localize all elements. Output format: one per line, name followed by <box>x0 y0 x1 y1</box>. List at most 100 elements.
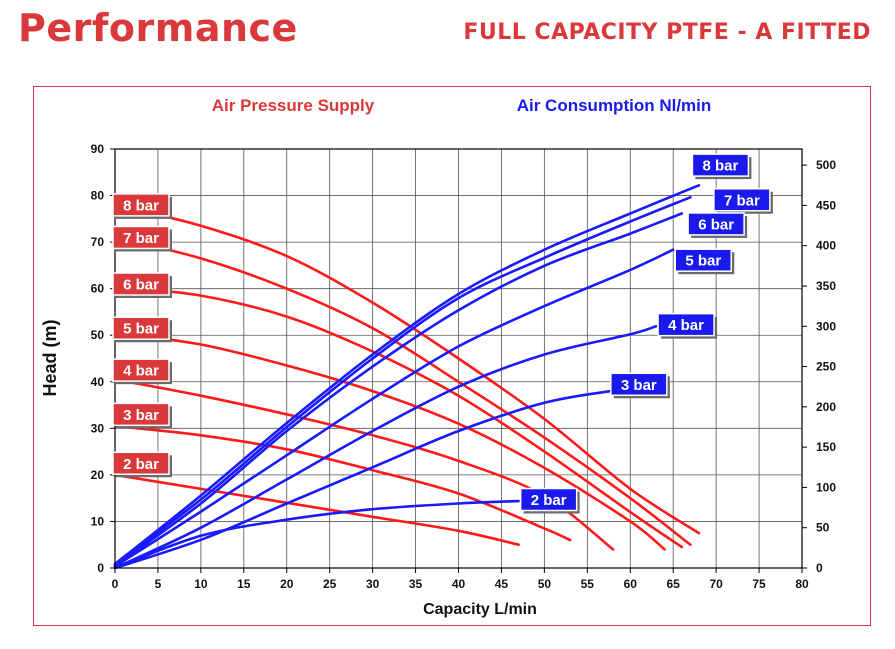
badge-box <box>610 372 668 397</box>
head-curve-5-bar <box>113 331 666 551</box>
head-label-6-bar: 6 bar <box>112 272 172 299</box>
head-label-8-bar: 8 bar <box>112 193 172 219</box>
badge-label: 6 bar <box>123 277 159 294</box>
x-tick-label: 75 <box>752 577 766 591</box>
x-tick-label: 80 <box>795 577 809 591</box>
air-curve-2-bar <box>113 499 520 570</box>
y-tick-label: 20 <box>91 468 105 482</box>
x-tick-label: 35 <box>409 577 423 591</box>
air-consumption-curves <box>113 184 701 570</box>
head-curve-2-bar <box>113 473 520 546</box>
air-curve-6-bar <box>113 212 684 567</box>
air-curve-4-bar <box>113 325 658 570</box>
badge-box <box>687 212 745 236</box>
badge-box <box>691 153 750 177</box>
chart-axes: 0 5 10 15 20 25 30 35 40 45 50 55 60 65 70 75 80 0 10 20 30 4… <box>91 142 837 591</box>
chart-frame <box>33 86 871 626</box>
badge-box <box>713 188 771 212</box>
y2-tick-label: 200 <box>816 400 836 414</box>
head-label-4-bar: 4 bar <box>112 358 172 385</box>
head-label-2-bar: 2 bar <box>112 451 172 478</box>
badge-box <box>112 193 170 217</box>
x-tick-label: 55 <box>581 577 595 591</box>
head-label-3-bar: 3 bar <box>112 402 172 429</box>
badge-label: 8 bar <box>702 158 738 175</box>
head-curve-3-bar <box>113 424 572 542</box>
y-tick-label: 70 <box>91 235 105 249</box>
x-tick-label: 50 <box>538 577 552 591</box>
y-tick-label: 50 <box>91 328 105 342</box>
page-subtitle: FULL CAPACITY PTFE - A FITTED <box>463 20 871 45</box>
badge-box <box>112 358 170 382</box>
y2-tick-label: 150 <box>816 440 836 454</box>
badge-label: 5 bar <box>685 253 721 270</box>
air-label-5-bar: 5 bar <box>674 248 735 275</box>
air-label-8-bar: 8 bar <box>691 153 752 180</box>
head-label-5-bar: 5 bar <box>112 316 172 343</box>
legend-air-pressure-supply: Air Pressure Supply <box>212 96 375 115</box>
y-tick-label: 80 <box>91 189 105 203</box>
y2-tick-label: 400 <box>816 239 836 253</box>
badge-label: 2 bar <box>123 456 159 473</box>
head-label-7-bar: 7 bar <box>112 225 172 252</box>
badge-label: 7 bar <box>724 192 760 209</box>
badge-box <box>112 316 170 340</box>
badge-box <box>112 225 170 250</box>
badge-box <box>112 451 170 475</box>
x-tick-label: 45 <box>495 577 509 591</box>
air-curve-3-bar <box>113 389 615 570</box>
x-axis-label: Capacity L/min <box>423 601 537 618</box>
badge-box <box>112 272 170 296</box>
y-tick-label: 10 <box>91 514 105 528</box>
badge-label: 5 bar <box>123 321 159 338</box>
air-curve-5-bar <box>113 248 675 568</box>
y-axis-label: Head (m) <box>40 319 60 396</box>
head-curves <box>113 203 701 551</box>
badge-box <box>657 312 715 337</box>
badge-label: 2 bar <box>531 492 567 509</box>
x-tick-label: 5 <box>155 577 162 591</box>
x-tick-label: 30 <box>366 577 380 591</box>
badge-label: 4 bar <box>123 363 159 380</box>
x-tick-label: 25 <box>323 577 337 591</box>
x-tick-label: 15 <box>237 577 251 591</box>
badge-label: 3 bar <box>621 377 657 394</box>
badge-box <box>674 248 732 272</box>
air-label-3-bar: 3 bar <box>610 372 670 399</box>
head-curve-7-bar <box>113 236 692 546</box>
badge-label: 7 bar <box>123 230 159 247</box>
y2-tick-label: 500 <box>816 158 836 172</box>
y2-tick-label: 100 <box>816 480 836 494</box>
x-tick-label: 65 <box>667 577 681 591</box>
x-tick-label: 70 <box>709 577 723 591</box>
y2-tick-label: 450 <box>816 198 836 212</box>
air-label-6-bar: 6 bar <box>687 212 748 238</box>
x-tick-label: 60 <box>624 577 638 591</box>
y2-tick-label: 250 <box>816 360 836 374</box>
y2-tick-label: 0 <box>816 561 823 575</box>
air-label-4-bar: 4 bar <box>657 312 718 339</box>
air-label-7-bar: 7 bar <box>713 188 773 214</box>
y2-tick-label: 50 <box>816 521 830 535</box>
air-curve-8-bar <box>113 184 701 566</box>
y-tick-label: 0 <box>97 561 104 575</box>
badge-box <box>112 402 170 427</box>
x-tick-label: 20 <box>280 577 294 591</box>
page-title: Performance <box>18 6 298 50</box>
badge-label: 8 bar <box>123 197 159 214</box>
badge-box <box>519 487 578 512</box>
legend-air-consumption: Air Consumption Nl/min <box>517 96 712 115</box>
air-curve-7-bar <box>113 196 692 566</box>
x-tick-label: 0 <box>112 577 119 591</box>
y2-tick-label: 350 <box>816 279 836 293</box>
series-labels: 8 bar 7 bar 6 bar 5 bar 4 bar 3 bar 2 bar 8 bar… <box>112 153 773 514</box>
y-tick-label: 90 <box>91 142 105 156</box>
y-tick-label: 40 <box>91 375 105 389</box>
air-label-2-bar: 2 bar <box>519 487 580 514</box>
x-tick-label: 10 <box>194 577 208 591</box>
badge-label: 3 bar <box>123 407 159 424</box>
y2-tick-label: 300 <box>816 319 836 333</box>
badge-label: 6 bar <box>698 216 734 233</box>
badge-label: 4 bar <box>668 317 704 334</box>
